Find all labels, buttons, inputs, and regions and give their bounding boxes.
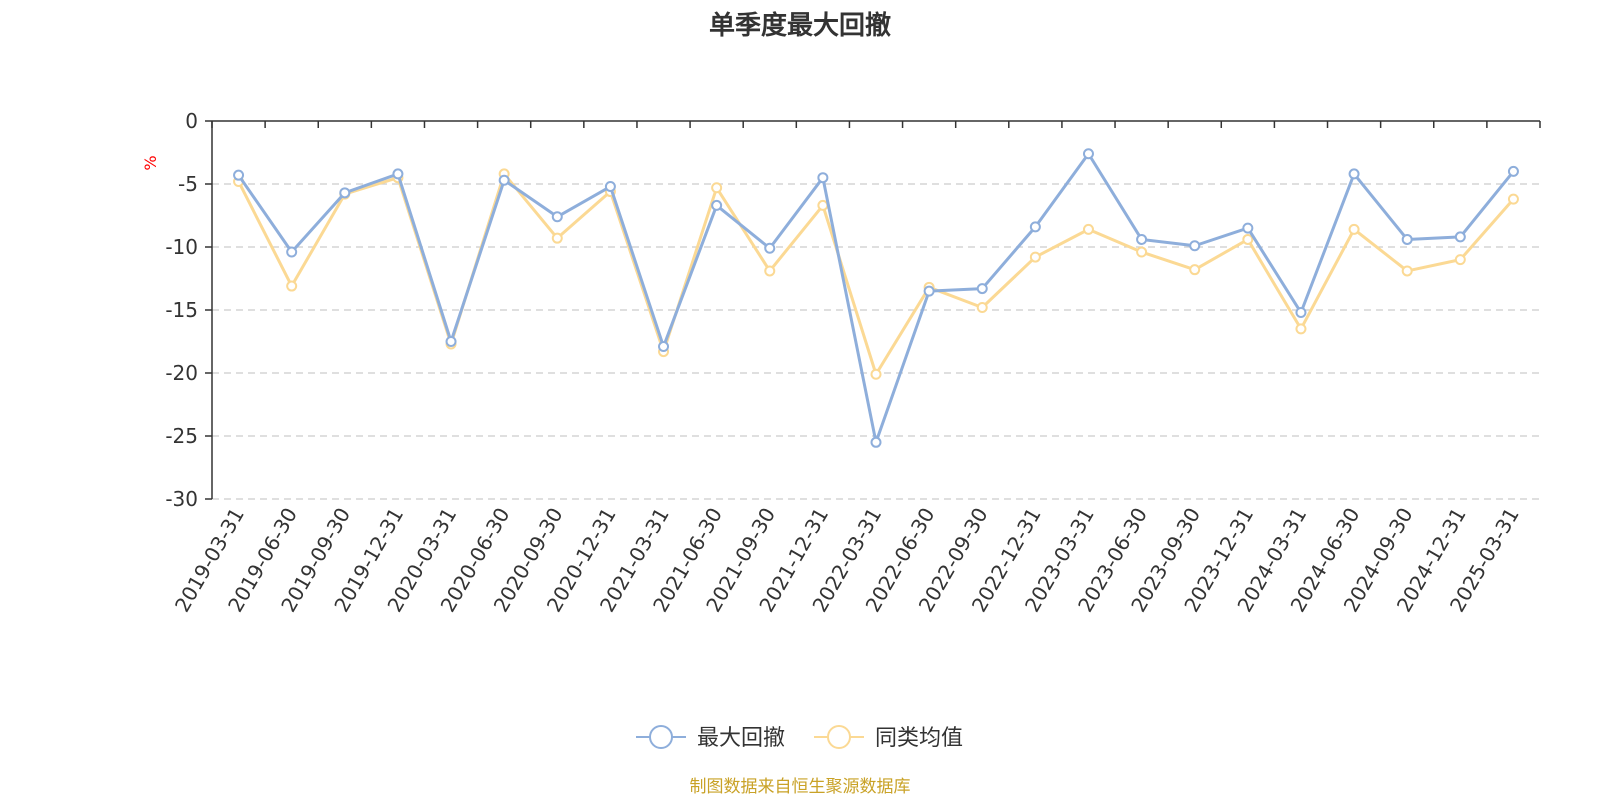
data-point[interactable] — [1082, 148, 1094, 160]
data-point[interactable] — [1189, 264, 1201, 276]
data-point[interactable] — [1082, 223, 1094, 235]
data-point[interactable] — [339, 187, 351, 199]
data-point[interactable] — [817, 172, 829, 184]
data-point[interactable] — [870, 436, 882, 448]
data-point[interactable] — [1029, 251, 1041, 263]
series-1 — [233, 148, 1519, 448]
data-point[interactable] — [1401, 233, 1413, 245]
data-point[interactable] — [1454, 231, 1466, 243]
y-tick-label: -20 — [165, 361, 198, 385]
chart-title: 单季度最大回撤 — [709, 10, 891, 41]
y-axis-unit: % — [141, 155, 160, 170]
data-point[interactable] — [1454, 254, 1466, 266]
y-tick-label: -5 — [178, 172, 198, 196]
data-point[interactable] — [658, 341, 670, 353]
data-point[interactable] — [1295, 307, 1307, 319]
data-point[interactable] — [551, 232, 563, 244]
y-tick-label: -30 — [165, 487, 198, 511]
data-point[interactable] — [764, 265, 776, 277]
data-point[interactable] — [286, 246, 298, 258]
y-tick-label: 0 — [185, 109, 198, 133]
legend-label: 最大回撤 — [697, 726, 785, 751]
data-point[interactable] — [923, 285, 935, 297]
data-point[interactable] — [1295, 323, 1307, 335]
legend-label: 同类均值 — [875, 726, 963, 751]
data-point[interactable] — [551, 211, 563, 223]
data-point[interactable] — [604, 181, 616, 193]
y-tick-label: -25 — [165, 424, 198, 448]
data-point[interactable] — [233, 169, 245, 181]
source-note: 制图数据来自恒生聚源数据库 — [690, 777, 911, 797]
data-point[interactable] — [1348, 168, 1360, 180]
series-layer — [233, 148, 1519, 448]
y-tick-label: -15 — [165, 298, 198, 322]
series-2 — [233, 168, 1519, 380]
data-point[interactable] — [764, 242, 776, 254]
legend-marker — [827, 725, 851, 749]
legend-item-2[interactable]: 同类均值 — [814, 725, 963, 751]
data-point[interactable] — [711, 182, 723, 194]
data-point[interactable] — [1507, 193, 1519, 205]
data-point[interactable] — [870, 368, 882, 380]
data-point[interactable] — [976, 301, 988, 313]
data-point[interactable] — [1189, 240, 1201, 252]
data-point[interactable] — [1401, 265, 1413, 277]
legend-marker — [649, 725, 673, 749]
data-point[interactable] — [1029, 221, 1041, 233]
y-tick-label: -10 — [165, 235, 198, 259]
data-point[interactable] — [976, 283, 988, 295]
data-point[interactable] — [498, 174, 510, 186]
data-point[interactable] — [711, 199, 723, 211]
series-line — [237, 152, 1515, 444]
data-point[interactable] — [1242, 233, 1254, 245]
data-point[interactable] — [1507, 165, 1519, 177]
legend-item-1[interactable]: 最大回撤 — [636, 725, 785, 751]
data-point[interactable] — [817, 199, 829, 211]
data-point[interactable] — [1136, 233, 1148, 245]
grid-lines — [212, 183, 1540, 500]
data-point[interactable] — [286, 280, 298, 292]
legend[interactable]: 最大回撤 同类均值 — [636, 725, 963, 751]
data-point[interactable] — [1242, 222, 1254, 234]
data-point[interactable] — [1136, 246, 1148, 258]
data-point[interactable] — [445, 336, 457, 347]
data-point[interactable] — [392, 168, 404, 180]
data-point[interactable] — [1348, 223, 1360, 235]
